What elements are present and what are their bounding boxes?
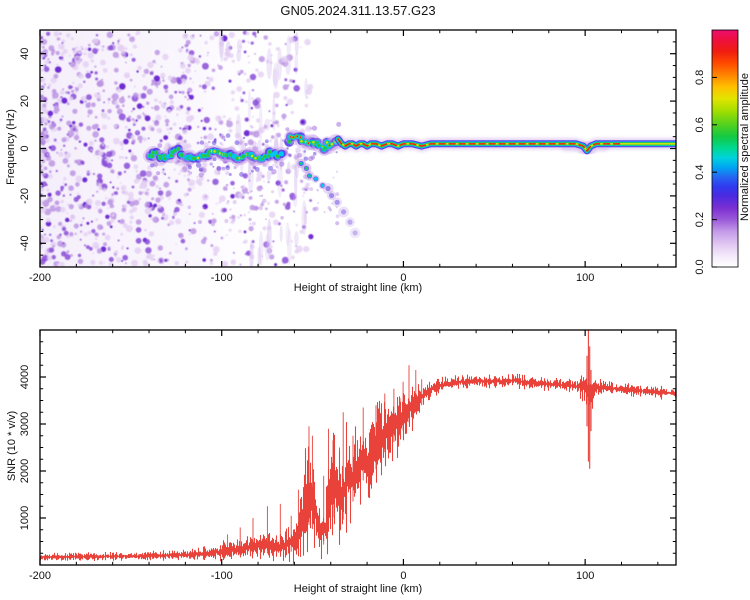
y-tick-label: -20	[19, 188, 31, 204]
noise-layer	[40, 30, 340, 267]
x-tick-label: 0	[400, 272, 406, 284]
x-tick-label: 0	[400, 570, 406, 582]
x-tick-label: -100	[211, 570, 233, 582]
colorbar-label: Normalized spectral amplitude	[739, 73, 750, 221]
y-tick-label: 20	[19, 95, 31, 107]
x-tick-label: -100	[211, 272, 233, 284]
y-tick-label: 1000	[19, 506, 31, 530]
colorbar-tick-label: 0.0	[694, 259, 706, 274]
x-tick-label: -200	[29, 570, 51, 582]
y-tick-label: 4000	[19, 365, 31, 389]
snr-trace	[40, 330, 676, 564]
colorbar-tick-label: 0.4	[694, 165, 706, 180]
spectrogram-yaxis-label: Frequency (Hz)	[5, 109, 17, 185]
snr-yaxis-label: SNR (10 * v/v)	[6, 410, 18, 482]
y-tick-label: 3000	[19, 412, 31, 436]
snr-xaxis-label: Height of straight line (km)	[293, 583, 423, 595]
signal-ridge	[142, 121, 676, 239]
x-tick-label: -200	[29, 272, 51, 284]
x-tick-label: 100	[576, 272, 594, 284]
axes: -200 -100 0 100 1000 2000 3000 4000	[19, 329, 677, 582]
y-tick-label: 0	[19, 145, 31, 151]
figure-title: GN05.2024.311.13.57.G23	[280, 3, 436, 18]
y-tick-label: -40	[19, 235, 31, 251]
colorbar-tick-label: 0.2	[694, 212, 706, 227]
colorbar: 0.0 0.2 0.4 0.6 0.8	[694, 29, 739, 275]
y-tick-label: 2000	[19, 459, 31, 483]
snr-chart: -200 -100 0 100 1000 2000 3000 4000	[19, 329, 677, 582]
y-tick-label: 40	[19, 48, 31, 60]
spectrogram-xaxis-label: Height of straight line (km)	[293, 282, 423, 294]
colorbar-tick-label: 0.6	[694, 117, 706, 132]
x-tick-label: 100	[576, 570, 594, 582]
colorbar-tick-label: 0.8	[694, 70, 706, 85]
